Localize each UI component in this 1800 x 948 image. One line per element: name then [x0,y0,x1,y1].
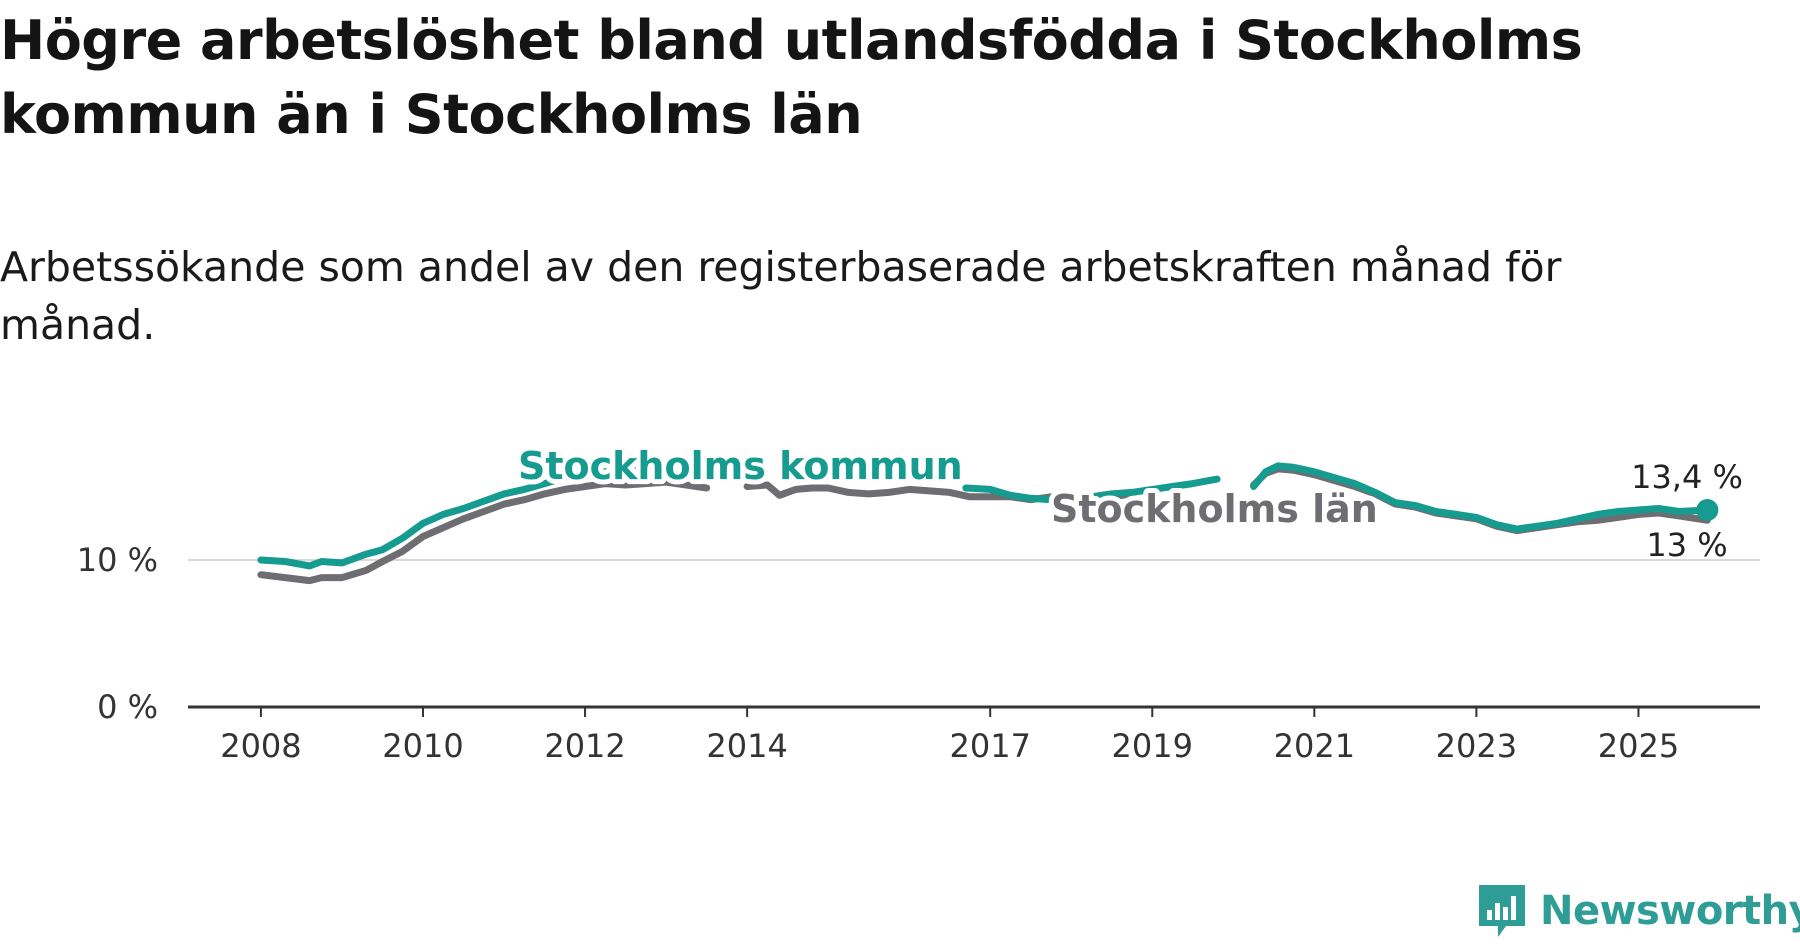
x-tick-label: 2008 [220,727,301,765]
chart-title: Högre arbetslöshet bland utlandsfödda i … [0,9,1583,146]
end-value-label-kommun: 13,4 % [1631,458,1743,496]
x-tick-label: 2012 [544,727,625,765]
y-gridlines: 0 % 10 % [77,541,1760,726]
x-tick-label: 2014 [706,727,787,765]
series-label-kommun: Stockholms kommun [518,444,963,488]
series-label-kommun-halo: Stockholms kommun [518,444,963,488]
end-value-label-lan: 13 % [1646,526,1727,564]
x-tick-label: 2021 [1274,727,1355,765]
x-tick-label: 2017 [949,727,1030,765]
x-tick-label: 2010 [382,727,463,765]
series-label-lan: Stockholms län [1051,487,1378,531]
x-tick-label: 2019 [1112,727,1193,765]
newsworthy-brand[interactable]: Newsworthy [1470,848,1800,948]
y-tick-label: 0 % [97,688,158,726]
chart-subtitle: Arbetssökande som andel av den registerb… [0,243,1562,349]
series-end-point-kommun [1696,499,1719,522]
x-tick-label: 2025 [1598,727,1679,765]
newsworthy-logo-icon [1479,885,1525,937]
y-tick-label: 10 % [77,541,158,579]
series-line-lan-segment [257,478,711,585]
x-axis: 2008 2010 2012 2014 2017 2019 2021 2023 2025 [188,705,1760,765]
x-tick-label: 2023 [1436,727,1517,765]
series-line-kommun-segment [257,465,666,570]
brand-name: Newsworthy [1540,888,1800,934]
series-lines [257,462,1719,585]
series-label-lan-halo: Stockholms län [1051,487,1378,531]
series-line-kommun-segment [962,475,1221,504]
series-line-kommun-segment [1250,462,1711,533]
